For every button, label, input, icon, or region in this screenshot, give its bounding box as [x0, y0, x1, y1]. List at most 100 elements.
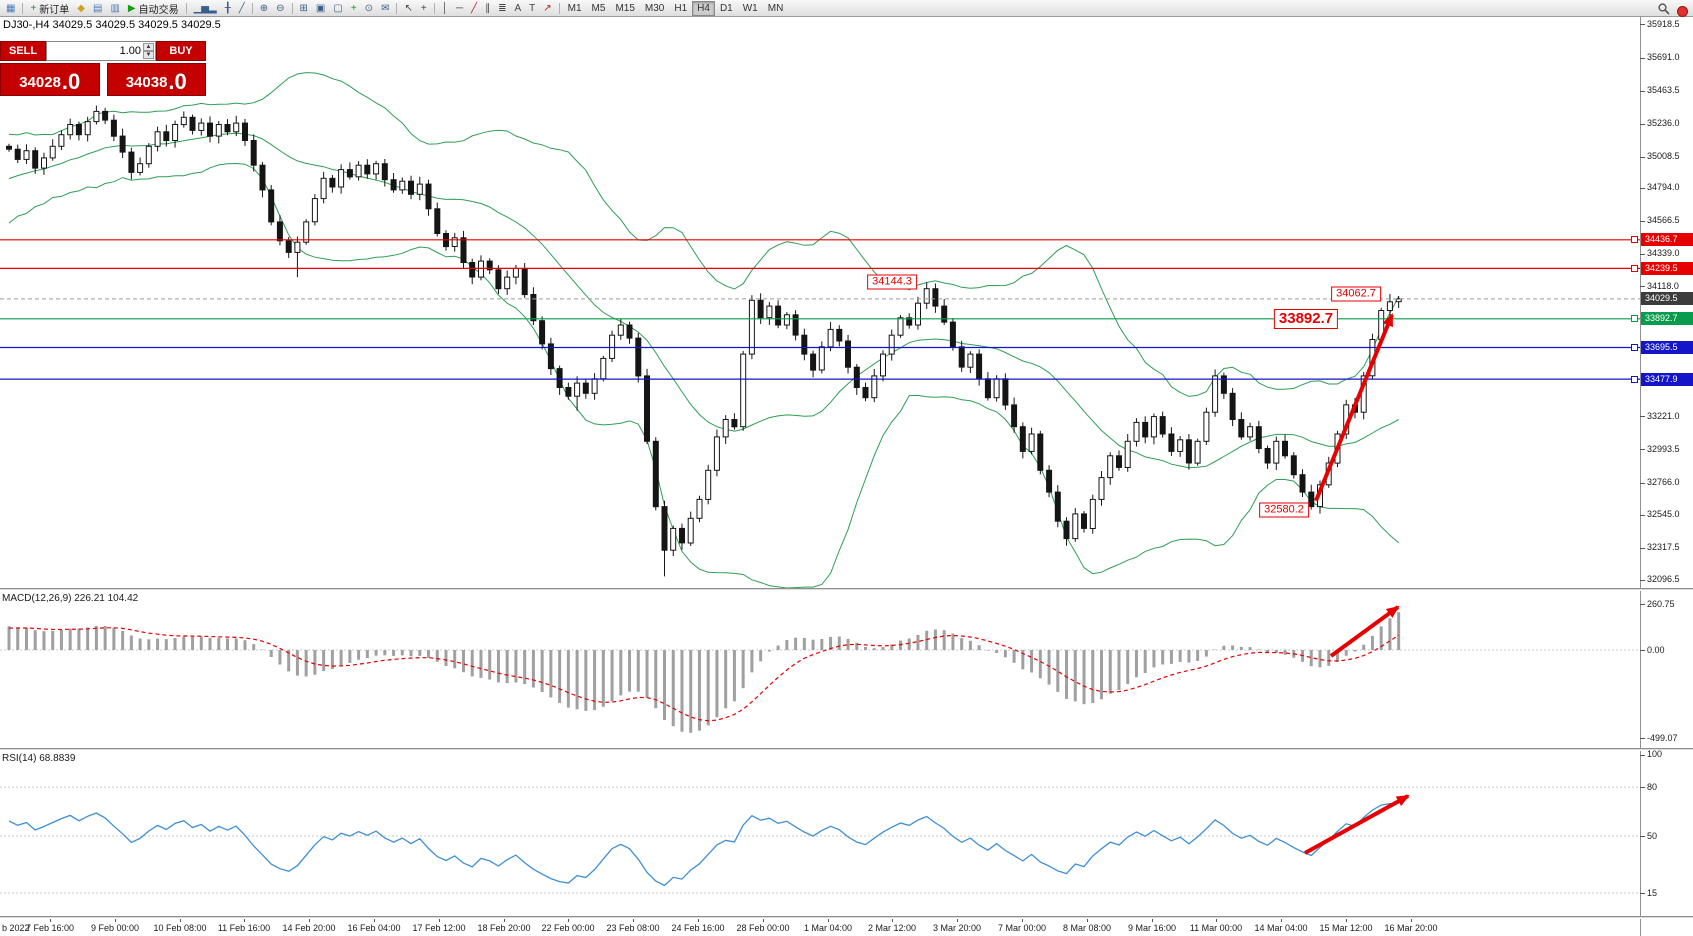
price-annotation[interactable]: 34144.3 [867, 274, 917, 290]
time-axis-tick [50, 919, 51, 922]
time-axis-tick [115, 919, 116, 922]
timeframe-buttons-group: M1 M5 M15 M30 H1 H4 D1 W1 MN [563, 0, 789, 16]
timeframe-m15-button[interactable]: M15 [615, 2, 635, 14]
horizontal-line-button[interactable]: ─ [452, 1, 467, 16]
trendline-button[interactable]: ╱ [467, 1, 481, 16]
trend-arrow-object[interactable] [1314, 312, 1394, 502]
buy-price-button[interactable]: 34038.0 [106, 63, 206, 96]
indicators-button[interactable]: + [347, 1, 361, 16]
time-axis-label: 9 Feb 00:00 [90, 923, 140, 933]
sell-button[interactable]: SELL [0, 41, 46, 61]
time-axis[interactable]: b 2022 7 Feb 16:00 9 Feb 00:00 10 Feb 08:00… [0, 919, 1640, 936]
time-axis-tick [439, 919, 440, 922]
timeframe-mn-button[interactable]: MN [767, 2, 784, 14]
rsi-axis-label: 80 [1647, 782, 1658, 792]
panel-splitter-main-macd[interactable] [0, 588, 1693, 591]
terminal-icon[interactable]: ▥ [106, 1, 123, 16]
bar-chart-icon[interactable]: ▁▅▂ [190, 1, 221, 16]
time-axis-tick [957, 919, 958, 922]
price-axis-tick: 34339.0 [1647, 248, 1680, 258]
chart-profile-icon[interactable]: ▤ [89, 1, 106, 16]
timeframe-d1-button[interactable]: D1 [719, 2, 733, 14]
label-button[interactable]: T [525, 1, 539, 16]
timeframe-w1-button[interactable]: W1 [742, 2, 758, 14]
volume-down-button[interactable]: ▼ [143, 51, 154, 59]
timeframe-h4-button[interactable]: H4 [692, 0, 715, 16]
toolbar-divider [251, 2, 253, 14]
macd-axis-label: 260.75 [1647, 599, 1675, 609]
timeframe-m1-button[interactable]: M1 [567, 2, 582, 14]
buy-price-pips: .0 [168, 69, 187, 94]
rsi-trend-arrow-object[interactable] [1304, 794, 1410, 855]
price-axis-tick: 34118.0 [1647, 281, 1679, 291]
bollinger-bands [8, 72, 1400, 588]
zoom-out-icon[interactable]: ⊖ [272, 1, 288, 16]
toolbar-divider [185, 2, 187, 14]
time-axis-tick [1216, 919, 1217, 922]
time-axis-tick [1346, 919, 1347, 922]
autotrading-button-glyph: ▶ [127, 2, 136, 14]
timeframe-m5-button[interactable]: M5 [591, 2, 606, 14]
text-button[interactable]: A [510, 1, 525, 16]
fibonacci-button[interactable]: ≣ [494, 1, 510, 16]
time-axis-label: 16 Feb 04:00 [347, 923, 401, 933]
rsi-panel[interactable] [0, 751, 1640, 916]
arrow-tool-button[interactable]: ↗ [539, 1, 555, 16]
market-depth-icon-glyph: ◆ [77, 2, 85, 14]
candlestick-chart-icon[interactable]: ╂ [221, 1, 235, 16]
autotrading-button[interactable]: ▶ 自动交易 [124, 1, 183, 16]
time-axis-label: 8 Mar 08:00 [1062, 923, 1112, 933]
rsi-header: RSI(14) 68.8839 [2, 753, 75, 764]
time-axis-label: 15 Mar 12:00 [1319, 923, 1373, 933]
price-line-badge: 33892.7 [1641, 312, 1693, 325]
chart-window-icon[interactable]: ▦ [2, 1, 19, 16]
panel-splitter-macd-rsi[interactable] [0, 748, 1693, 751]
time-axis-tick [1281, 919, 1282, 922]
symbol-ohlc-header: DJ30-,H4 34029.5 34029.5 34029.5 34029.5 [3, 19, 221, 31]
label-button-glyph: T [529, 2, 536, 14]
crosshair-button[interactable]: + [417, 1, 431, 16]
macd-panel[interactable] [0, 591, 1640, 748]
tile-windows-icon[interactable]: ▣ [312, 1, 329, 16]
macd-trend-arrow-object[interactable] [1329, 605, 1400, 658]
time-axis-tick [698, 919, 699, 922]
new-order-button[interactable]: + 新订单 [26, 1, 73, 16]
sell-price-button[interactable]: 34028.0 [0, 63, 100, 96]
alerts-button[interactable]: ✉ [377, 1, 393, 16]
grid-icon[interactable]: ⊞ [296, 1, 312, 16]
volume-up-button[interactable]: ▲ [143, 43, 154, 51]
timeframe-m30-button[interactable]: M30 [644, 2, 665, 14]
vertical-line-button[interactable]: │ [438, 1, 452, 16]
time-axis-label: 18 Feb 20:00 [477, 923, 531, 933]
buy-button[interactable]: BUY [156, 41, 206, 61]
cascade-windows-icon[interactable]: ▢ [329, 1, 346, 16]
search-icon[interactable] [1658, 2, 1670, 20]
time-axis-label: 10 Feb 08:00 [153, 923, 207, 933]
time-axis-tick [309, 919, 310, 922]
toolbar-divider [433, 2, 435, 14]
chart-window-icon-glyph: ▦ [6, 2, 16, 14]
price-annotation[interactable]: 32580.2 [1259, 502, 1309, 518]
periods-button[interactable]: ⊙ [361, 1, 377, 16]
timeframe-h1-button[interactable]: H1 [674, 2, 688, 14]
line-chart-icon[interactable]: ╱ [235, 1, 249, 16]
panel-splitter-rsi-timeaxis[interactable] [0, 916, 1693, 919]
candlestick-chart-icon-glyph: ╂ [224, 2, 231, 14]
channel-button[interactable]: ∥ [481, 1, 494, 16]
time-axis-label: 23 Feb 08:00 [606, 923, 660, 933]
cursor-button[interactable]: ↖ [400, 1, 416, 16]
volume-value: 1.00 [119, 45, 141, 57]
market-depth-icon[interactable]: ◆ [73, 1, 89, 16]
notification-badge-icon[interactable] [1677, 5, 1688, 17]
time-axis-tick [504, 919, 505, 922]
zoom-in-icon[interactable]: ⊕ [256, 1, 272, 16]
macd-header: MACD(12,26,9) 226.21 104.42 [2, 593, 138, 604]
main-chart[interactable] [0, 17, 1640, 588]
price-axis-tick: 35236.0 [1647, 118, 1680, 128]
price-annotation[interactable]: 34062.7 [1331, 286, 1381, 302]
terminal-icon-glyph: ▥ [110, 2, 120, 14]
price-axis-tick: 32993.5 [1647, 444, 1680, 454]
price-axis-tick: 33221.0 [1647, 411, 1680, 421]
volume-field[interactable]: 1.00 ▲ ▼ [46, 41, 156, 61]
price-annotation[interactable]: 33892.7 [1273, 309, 1339, 329]
